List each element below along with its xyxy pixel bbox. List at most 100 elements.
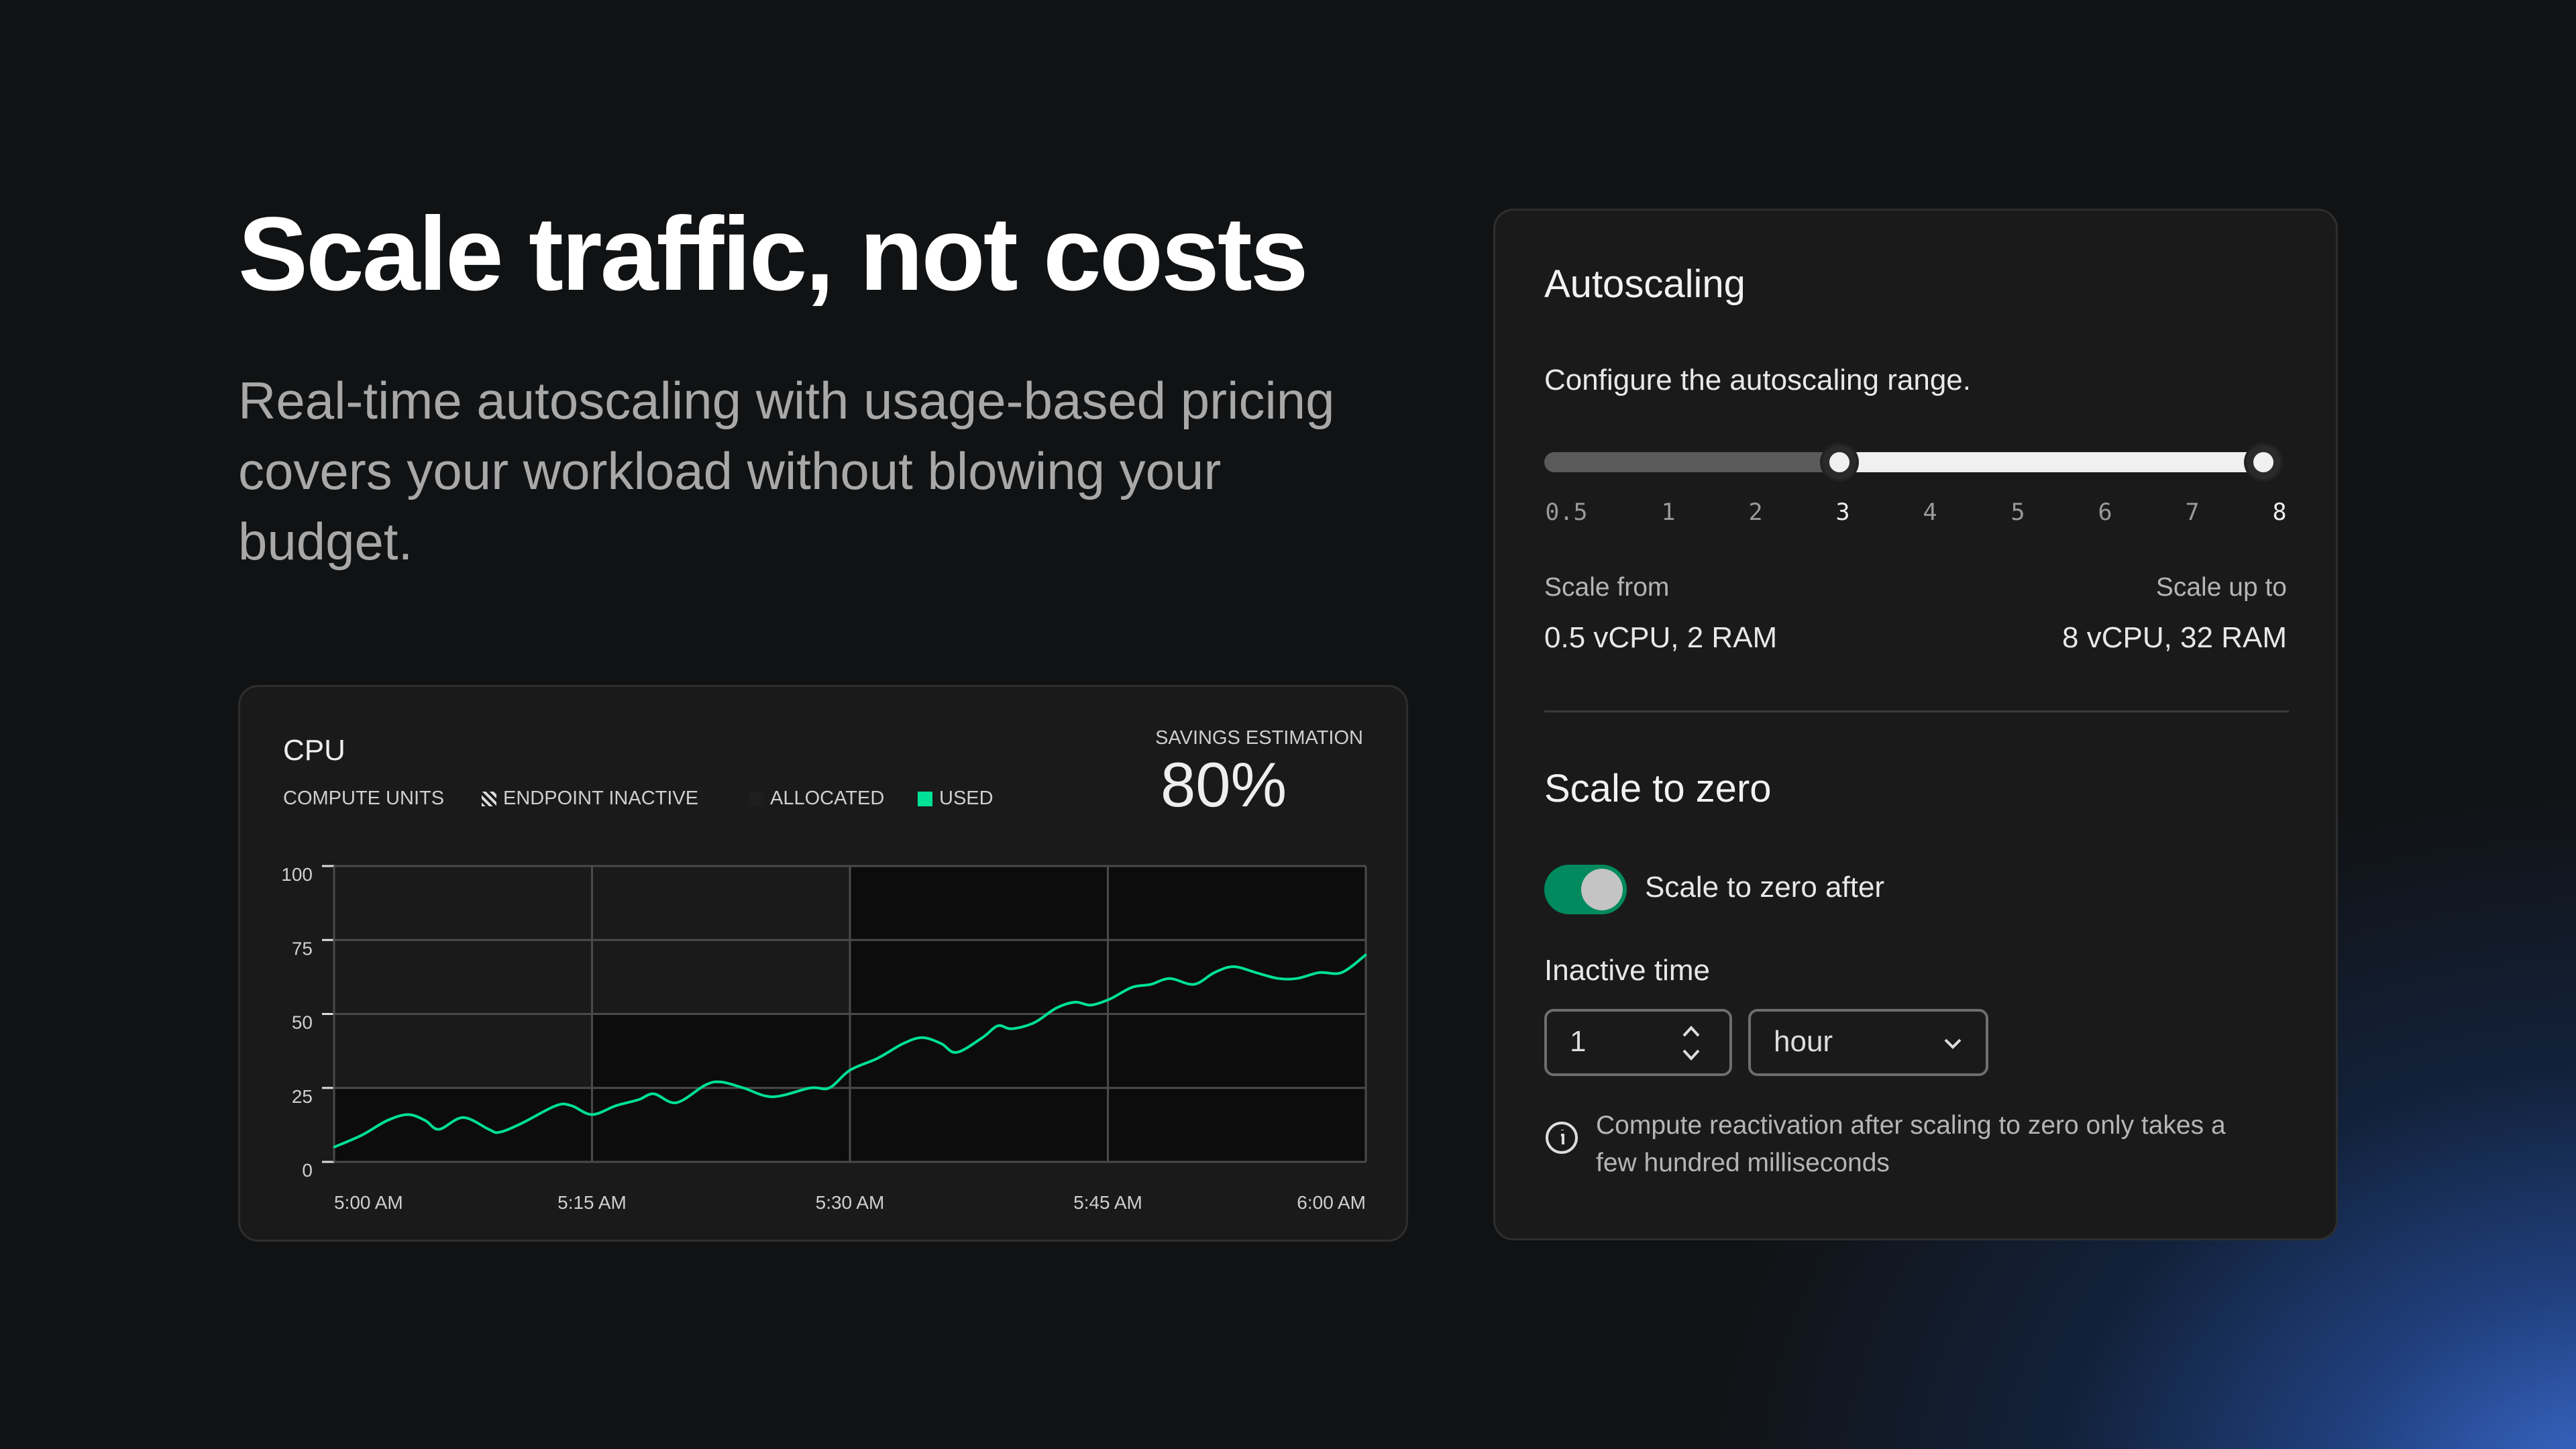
used-data-point bbox=[591, 1113, 593, 1116]
used-data-point bbox=[1318, 971, 1321, 974]
used-data-point bbox=[1055, 1007, 1058, 1010]
used-data-point bbox=[675, 1102, 678, 1104]
used-data-point bbox=[360, 1134, 363, 1136]
info-icon bbox=[1546, 1122, 1578, 1154]
panel-title: Autoscaling bbox=[1544, 262, 1746, 306]
select-value: hour bbox=[1774, 1025, 1833, 1058]
x-tick-label: 6:00 AM bbox=[1297, 1192, 1366, 1213]
x-tick-label: 5:00 AM bbox=[334, 1192, 403, 1213]
used-data-point bbox=[849, 1069, 851, 1071]
legend-compute-units: COMPUTE UNITS bbox=[283, 788, 444, 810]
scale-to-label: Scale up to bbox=[2155, 573, 2287, 602]
scale-from-label: Scale from bbox=[1544, 573, 1670, 602]
toggle-label: Scale to zero after bbox=[1645, 871, 1885, 904]
toggle-knob bbox=[1581, 869, 1623, 910]
used-data-point bbox=[1074, 1001, 1077, 1004]
used-data-point bbox=[614, 1104, 617, 1107]
used-data-point bbox=[498, 1131, 500, 1134]
used-data-point bbox=[555, 1104, 557, 1107]
slider-min-thumb[interactable] bbox=[1823, 445, 1856, 479]
info-text: Compute reactivation after scaling to ze… bbox=[1596, 1111, 2226, 1177]
hero-title: Scale traffic, not costs bbox=[238, 196, 1309, 313]
used-data-point bbox=[1150, 983, 1152, 985]
used-data-point bbox=[1108, 998, 1111, 1000]
range-slider[interactable]: 0.5 1 2 3 4 5 6 7 8 bbox=[1544, 211, 2289, 546]
used-data-point bbox=[771, 1095, 774, 1098]
legend-label: ALLOCATED bbox=[770, 788, 885, 809]
used-data-point bbox=[940, 1042, 943, 1045]
used-data-point bbox=[955, 1051, 958, 1054]
slider-range[interactable] bbox=[1839, 452, 2263, 472]
time-unit-select[interactable]: hour bbox=[1748, 1009, 1988, 1076]
used-data-point bbox=[1340, 971, 1343, 974]
used-data-point bbox=[996, 1024, 999, 1027]
used-data-point bbox=[424, 1119, 427, 1122]
used-data-point bbox=[653, 1093, 655, 1095]
x-tick-label: 5:30 AM bbox=[816, 1192, 885, 1213]
used-data-point bbox=[637, 1098, 640, 1101]
stepper-value: 1 bbox=[1570, 1025, 1587, 1058]
y-tick-label: 25 bbox=[292, 1086, 313, 1107]
used-data-point bbox=[1277, 977, 1279, 980]
stepper-arrows-icon[interactable] bbox=[1680, 1022, 1703, 1064]
used-data-point bbox=[1213, 971, 1216, 974]
used-data-point bbox=[704, 1083, 707, 1086]
cpu-chart-card: 100 75 50 25 0 5:00 AM 5:15 AM 5:30 AM 5:45 AM 6:… bbox=[238, 685, 1408, 1242]
used-data-point bbox=[1089, 1004, 1092, 1006]
legend-endpoint-inactive: ENDPOINT INACTIVE bbox=[482, 788, 698, 810]
slider-tick: 1 bbox=[1661, 499, 1676, 526]
savings-label: SAVINGS ESTIMATION bbox=[1155, 727, 1363, 749]
used-data-point bbox=[1032, 1022, 1035, 1024]
used-data-point bbox=[720, 1081, 722, 1083]
legend-allocated: ALLOCATED bbox=[749, 788, 884, 810]
used-data-point bbox=[876, 1057, 879, 1060]
y-tick-label: 50 bbox=[292, 1012, 313, 1033]
used-data-point bbox=[1193, 983, 1195, 985]
used-data-point bbox=[742, 1087, 745, 1089]
savings-value: 80% bbox=[1161, 749, 1287, 820]
slider-track[interactable] bbox=[1544, 452, 1839, 472]
used-data-point bbox=[462, 1116, 464, 1119]
used-data-point bbox=[1295, 977, 1298, 980]
used-swatch bbox=[918, 791, 932, 806]
legend-used: USED bbox=[918, 788, 994, 810]
chevron-down-icon bbox=[1944, 1038, 1962, 1049]
scale-from-value: 0.5 vCPU, 2 RAM bbox=[1544, 621, 1778, 654]
hatch-icon bbox=[482, 791, 496, 806]
x-tick-label: 5:45 AM bbox=[1073, 1192, 1142, 1213]
slider-tick: 3 bbox=[1835, 499, 1850, 526]
inactive-time-stepper[interactable]: 1 bbox=[1544, 1009, 1732, 1076]
y-tick-label: 100 bbox=[281, 864, 313, 885]
used-data-point bbox=[921, 1036, 924, 1039]
slider-tick: 8 bbox=[2272, 499, 2287, 526]
scale-to-zero-title: Scale to zero bbox=[1544, 767, 1772, 810]
used-data-point bbox=[520, 1122, 523, 1125]
used-data-point bbox=[437, 1128, 440, 1130]
used-data-point bbox=[488, 1128, 490, 1130]
used-data-point bbox=[1169, 977, 1171, 980]
used-data-point bbox=[1232, 965, 1235, 968]
slider-tick: 0.5 bbox=[1545, 499, 1588, 526]
used-data-point bbox=[333, 1146, 335, 1148]
used-data-point bbox=[828, 1087, 830, 1089]
slider-max-thumb[interactable] bbox=[2247, 445, 2280, 479]
slider-tick: 7 bbox=[2185, 499, 2200, 526]
cpu-chart: 100 75 50 25 0 5:00 AM 5:15 AM 5:30 AM 5:45 AM 6:… bbox=[281, 864, 1367, 1213]
used-data-point bbox=[386, 1119, 388, 1122]
legend-label: COMPUTE UNITS bbox=[283, 788, 445, 809]
used-data-point bbox=[1254, 971, 1257, 974]
used-data-point bbox=[809, 1087, 812, 1089]
used-data-point bbox=[902, 1042, 904, 1045]
panel-description: Configure the autoscaling range. bbox=[1544, 364, 1971, 396]
chart-title: CPU bbox=[283, 734, 345, 767]
scale-to-value: 8 vCPU, 32 RAM bbox=[2062, 621, 2287, 654]
y-tick-label: 0 bbox=[302, 1160, 313, 1181]
y-tick-label: 75 bbox=[292, 938, 313, 959]
used-data-point bbox=[1130, 986, 1133, 989]
slider-tick: 4 bbox=[1923, 499, 1937, 526]
allocated-region bbox=[334, 1087, 592, 1162]
scale-to-zero-toggle[interactable] bbox=[1544, 865, 1627, 914]
used-data-point bbox=[570, 1104, 573, 1107]
used-data-point bbox=[407, 1113, 409, 1116]
divider bbox=[1544, 710, 2289, 712]
